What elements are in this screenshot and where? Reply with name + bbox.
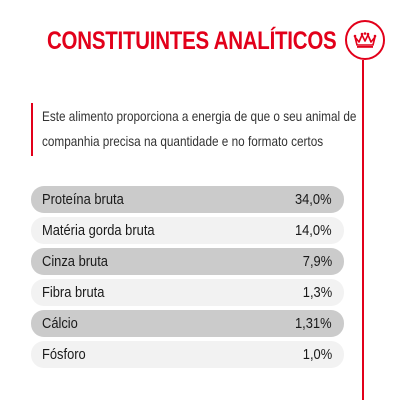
constituent-label: Fósforo [42, 346, 86, 363]
table-row: Fósforo 1,0% [31, 341, 344, 368]
table-row: Cinza bruta 7,9% [31, 248, 344, 275]
description-line-2: companhia precisa na quantidade e no for… [42, 133, 324, 149]
table-row: Fibra bruta 1,3% [31, 279, 344, 306]
constituent-label: Proteína bruta [42, 191, 124, 208]
table-row: Cálcio 1,31% [31, 310, 344, 337]
table-row: Proteína bruta 34,0% [31, 186, 344, 213]
constituent-value: 14,0% [295, 222, 332, 239]
constituent-label: Cálcio [42, 315, 78, 332]
description-accent-bar [31, 103, 33, 156]
table-row: Matéria gorda bruta 14,0% [31, 217, 344, 244]
constituent-value: 34,0% [295, 191, 332, 208]
constituent-value: 1,0% [302, 346, 332, 363]
vertical-divider [362, 60, 364, 400]
constituent-value: 7,9% [302, 253, 332, 270]
description-line-1: Este alimento proporciona a energia de q… [42, 108, 357, 124]
constituent-label: Cinza bruta [42, 253, 108, 270]
constituents-table: Proteína bruta 34,0% Matéria gorda bruta… [31, 186, 344, 372]
constituent-value: 1,31% [295, 315, 332, 332]
constituent-label: Matéria gorda bruta [42, 222, 155, 239]
constituent-label: Fibra bruta [42, 284, 105, 301]
description: Este alimento proporciona a energia de q… [42, 104, 372, 154]
brand-badge [345, 20, 385, 60]
page-title: CONSTITUINTES ANALÍTICOS [47, 27, 337, 55]
crown-icon [353, 32, 377, 48]
constituent-value: 1,3% [302, 284, 332, 301]
